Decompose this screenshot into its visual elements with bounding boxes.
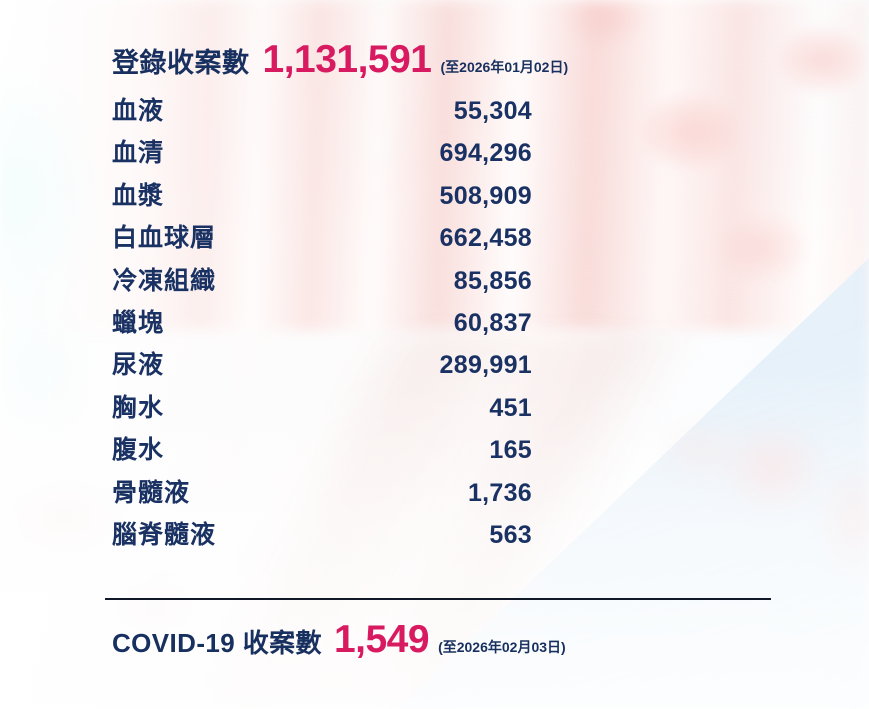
table-row: 腦脊髓液 563	[112, 515, 532, 557]
specimen-value: 662,458	[439, 224, 532, 253]
table-row: 血清 694,296	[112, 133, 532, 175]
table-row: 腹水 165	[112, 430, 532, 472]
covid-cases-total: 1,549	[333, 618, 430, 661]
table-row: 蠟塊 60,837	[112, 303, 532, 345]
table-row: 冷凍組織 85,856	[112, 261, 532, 303]
specimen-label: 骨髓液	[112, 478, 191, 507]
specimen-value: 508,909	[439, 181, 532, 210]
table-row: 胸水 451	[112, 388, 532, 430]
table-row: 骨髓液 1,736	[112, 473, 532, 515]
specimen-value: 60,837	[453, 308, 532, 337]
specimen-label: 冷凍組織	[112, 266, 217, 295]
registered-cases-header: 登錄收案數 1,131,591 (至2026年01月02日)	[112, 40, 568, 80]
specimen-label: 胸水	[112, 393, 165, 422]
specimen-value: 563	[489, 520, 532, 549]
specimen-label: 腦脊髓液	[112, 520, 217, 549]
specimen-value: 289,991	[439, 351, 532, 380]
table-row: 血漿 508,909	[112, 176, 532, 218]
specimen-breakdown-table: 血液 55,304 血清 694,296 血漿 508,909 白血球層 662…	[112, 91, 532, 557]
registered-cases-total: 1,131,591	[262, 38, 433, 81]
specimen-value: 694,296	[439, 139, 532, 168]
specimen-value: 85,856	[453, 266, 532, 295]
specimen-label: 血液	[112, 97, 165, 125]
covid-cases-as-of: (至2026年02月03日)	[438, 639, 566, 655]
specimen-label: 血清	[112, 139, 165, 168]
specimen-value: 1,736	[467, 478, 532, 507]
specimen-value: 451	[489, 393, 532, 422]
covid-cases-footer: COVID-19 收案數 1,549 (至2026年02月03日)	[112, 620, 566, 660]
table-row: 尿液 289,991	[112, 345, 532, 387]
registered-cases-as-of: (至2026年01月02日)	[440, 59, 569, 75]
specimen-label: 白血球層	[112, 224, 217, 253]
specimen-label: 腹水	[112, 436, 165, 465]
specimen-label: 血漿	[112, 181, 165, 210]
covid-cases-label: COVID-19 收案數	[112, 628, 322, 658]
section-divider	[105, 598, 771, 600]
table-row: 血液 55,304	[112, 91, 532, 133]
table-row: 白血球層 662,458	[112, 218, 532, 260]
specimen-label: 尿液	[112, 351, 165, 380]
specimen-value: 55,304	[453, 97, 532, 125]
specimen-value: 165	[489, 436, 532, 465]
registered-cases-label: 登錄收案數	[112, 48, 250, 78]
specimen-label: 蠟塊	[112, 308, 165, 337]
